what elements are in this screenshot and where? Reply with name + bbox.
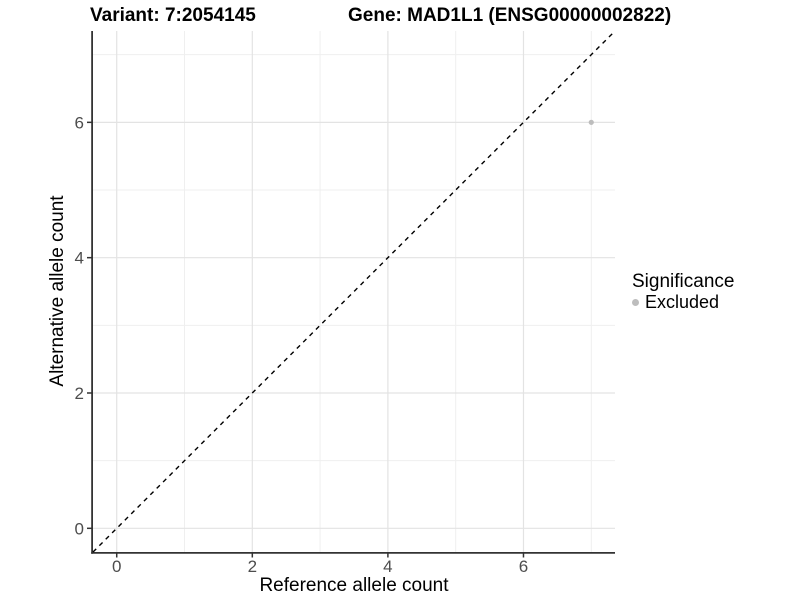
x-tick-label: 4 xyxy=(383,557,392,576)
y-tick-label: 2 xyxy=(75,384,84,403)
legend-item-excluded: Excluded xyxy=(632,292,797,312)
y-tick-label: 4 xyxy=(75,249,84,268)
plot-title-variant: Variant: 7:2054145 xyxy=(90,5,256,26)
identity-reference-line xyxy=(92,30,616,553)
x-tick-label: 6 xyxy=(519,557,528,576)
legend: Significance Excluded xyxy=(632,272,797,312)
x-tick-label: 0 xyxy=(112,557,121,576)
y-axis-title: Alternative allele count xyxy=(47,195,68,387)
x-axis-title: Reference allele count xyxy=(259,575,449,596)
y-tick-label: 0 xyxy=(75,519,84,538)
plot-title-gene: Gene: MAD1L1 (ENSG00000002822) xyxy=(348,5,672,26)
legend-title: Significance xyxy=(632,271,735,292)
data-point xyxy=(588,119,594,125)
x-tick-label: 2 xyxy=(248,557,257,576)
y-tick-label: 6 xyxy=(75,113,84,132)
legend-item-label: Excluded xyxy=(645,292,720,312)
legend-key-dot-icon xyxy=(632,298,639,306)
